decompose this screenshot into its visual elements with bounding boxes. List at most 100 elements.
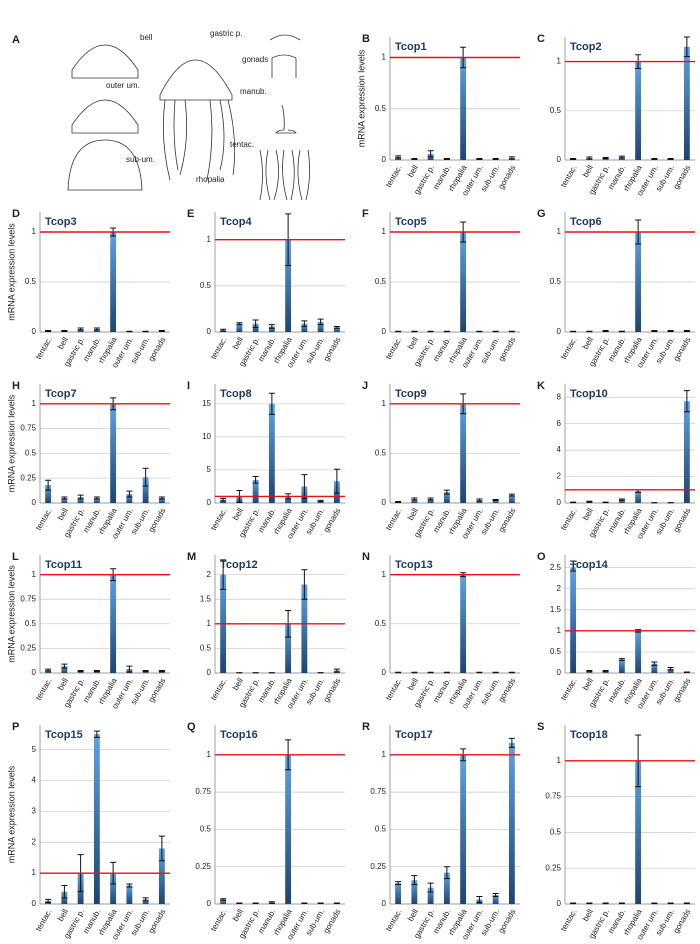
y-axis-label: mRNA expression levels <box>6 223 16 321</box>
error-bar <box>317 902 324 905</box>
error-bar <box>618 155 625 159</box>
error-bar <box>586 156 593 160</box>
bar <box>635 61 642 160</box>
error-bar <box>443 489 450 495</box>
sketch-bell <box>71 44 139 79</box>
y-axis-label: mRNA expression levels <box>6 765 16 863</box>
y-tick-label: 0 <box>32 899 37 908</box>
panel-label: O <box>537 551 546 563</box>
bar <box>411 499 418 503</box>
error-bar <box>236 322 243 326</box>
error-bar <box>61 663 68 669</box>
panel-label: N <box>362 551 370 563</box>
error-bar <box>651 158 658 161</box>
y-tick-label: 0.75 <box>545 792 561 801</box>
error-bar <box>77 327 84 331</box>
error-bar <box>570 158 577 161</box>
y-tick-label: 2 <box>207 570 212 579</box>
error-bar <box>476 896 483 904</box>
y-tick-label: 2 <box>32 837 37 846</box>
error-bar <box>618 902 625 905</box>
plot-area <box>215 725 345 904</box>
error-bar <box>317 499 324 503</box>
error-bar <box>45 898 52 903</box>
bar <box>126 494 133 503</box>
error-bar <box>268 324 275 329</box>
error-bar <box>683 36 690 58</box>
y-tick-label: 1 <box>32 868 37 877</box>
error-bar <box>220 328 227 332</box>
y-tick-label: 1 <box>382 399 387 408</box>
error-bar <box>236 902 243 905</box>
error-bar <box>252 902 259 905</box>
panel-label: B <box>362 33 370 45</box>
y-tick-label: 0.5 <box>200 281 212 290</box>
y-tick-label: 0.75 <box>20 594 36 603</box>
error-bar <box>651 902 658 905</box>
x-tick-label: bell <box>581 907 595 922</box>
y-tick-label: 5 <box>207 465 212 474</box>
y-tick-label: 0 <box>32 498 37 507</box>
y-tick-label: 0.25 <box>545 863 561 872</box>
error-bar <box>158 670 165 673</box>
error-bar <box>395 501 402 504</box>
error-bar <box>683 330 690 332</box>
sketch-tentacles <box>162 99 236 181</box>
error-bar <box>683 390 690 413</box>
y-tick-label: 0.5 <box>550 828 562 837</box>
x-tick-label: tentac. <box>209 507 229 532</box>
y-tick-label: 0 <box>382 498 387 507</box>
x-tick-label: bell <box>231 907 245 922</box>
y-tick-label: 0 <box>382 327 387 336</box>
error-bar <box>158 330 165 332</box>
chart-title: Tcop3 <box>45 216 77 228</box>
y-tick-label: 0 <box>557 899 562 908</box>
bar <box>93 734 100 904</box>
bar <box>411 880 418 904</box>
panel-label: E <box>187 208 194 220</box>
chart-title: Tcop11 <box>45 559 82 571</box>
panel-label: H <box>12 380 20 392</box>
y-tick-label: 4 <box>557 445 562 454</box>
diagram-label: bell <box>140 33 153 42</box>
y-tick-label: 2.5 <box>550 563 562 572</box>
bar <box>635 491 642 503</box>
error-bar <box>333 668 340 673</box>
bar <box>285 754 292 904</box>
bar <box>285 496 292 503</box>
panel-label: G <box>537 208 546 220</box>
y-tick-label: 4 <box>32 776 37 785</box>
x-tick-label: bell <box>406 506 420 521</box>
y-tick-label: 0.75 <box>20 424 36 433</box>
diagram-label: outer um. <box>106 81 140 90</box>
y-tick-label: 0 <box>382 668 387 677</box>
bar <box>602 670 609 673</box>
error-bar <box>158 496 165 500</box>
y-tick-label: 0.25 <box>370 862 386 871</box>
error-bar <box>142 897 149 902</box>
x-tick-label: bell <box>56 335 70 350</box>
error-bar <box>142 670 149 673</box>
y-tick-label: 0.5 <box>375 825 387 834</box>
y-tick-label: 2 <box>557 472 562 481</box>
error-bar <box>602 330 609 332</box>
x-tick-label: tentac. <box>384 336 404 361</box>
x-tick-label: bell <box>231 506 245 521</box>
bar <box>618 659 625 673</box>
plot-area <box>390 212 520 332</box>
bar <box>443 492 450 503</box>
plot-area <box>215 555 345 673</box>
bar <box>333 327 340 332</box>
error-bar <box>492 893 499 898</box>
y-tick-label: 1 <box>557 227 562 236</box>
bar <box>317 321 324 332</box>
error-bar <box>93 496 100 500</box>
x-tick-label: tentac. <box>34 677 54 702</box>
y-tick-label: 0.5 <box>200 825 212 834</box>
